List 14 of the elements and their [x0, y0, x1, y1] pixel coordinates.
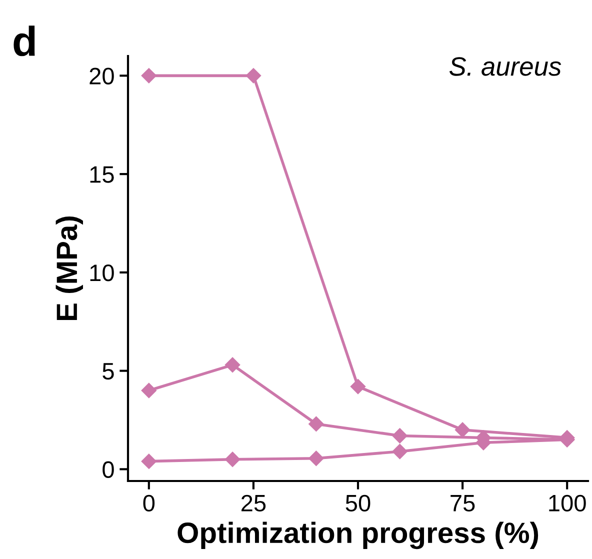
x-tick-label: 25	[242, 494, 266, 512]
x-tick-label: 75	[450, 495, 475, 512]
x-axis-title: Optimization progress (%)	[178, 522, 538, 550]
y-tick-label: 20	[90, 68, 114, 84]
y-tick-label: 5	[102, 363, 114, 380]
x-tick-label: 100	[549, 494, 586, 512]
y-axis-title: E (MPa)	[56, 216, 83, 320]
x-tick-label: 0	[143, 494, 155, 512]
text: d	[14, 26, 35, 56]
y-tick-label: 15	[90, 166, 114, 183]
x-tick-label: 50	[346, 494, 370, 512]
y-tick-label: 10	[90, 264, 114, 282]
annotation: S. aureus	[449, 57, 562, 76]
y-tick-label: 0	[102, 461, 114, 478]
